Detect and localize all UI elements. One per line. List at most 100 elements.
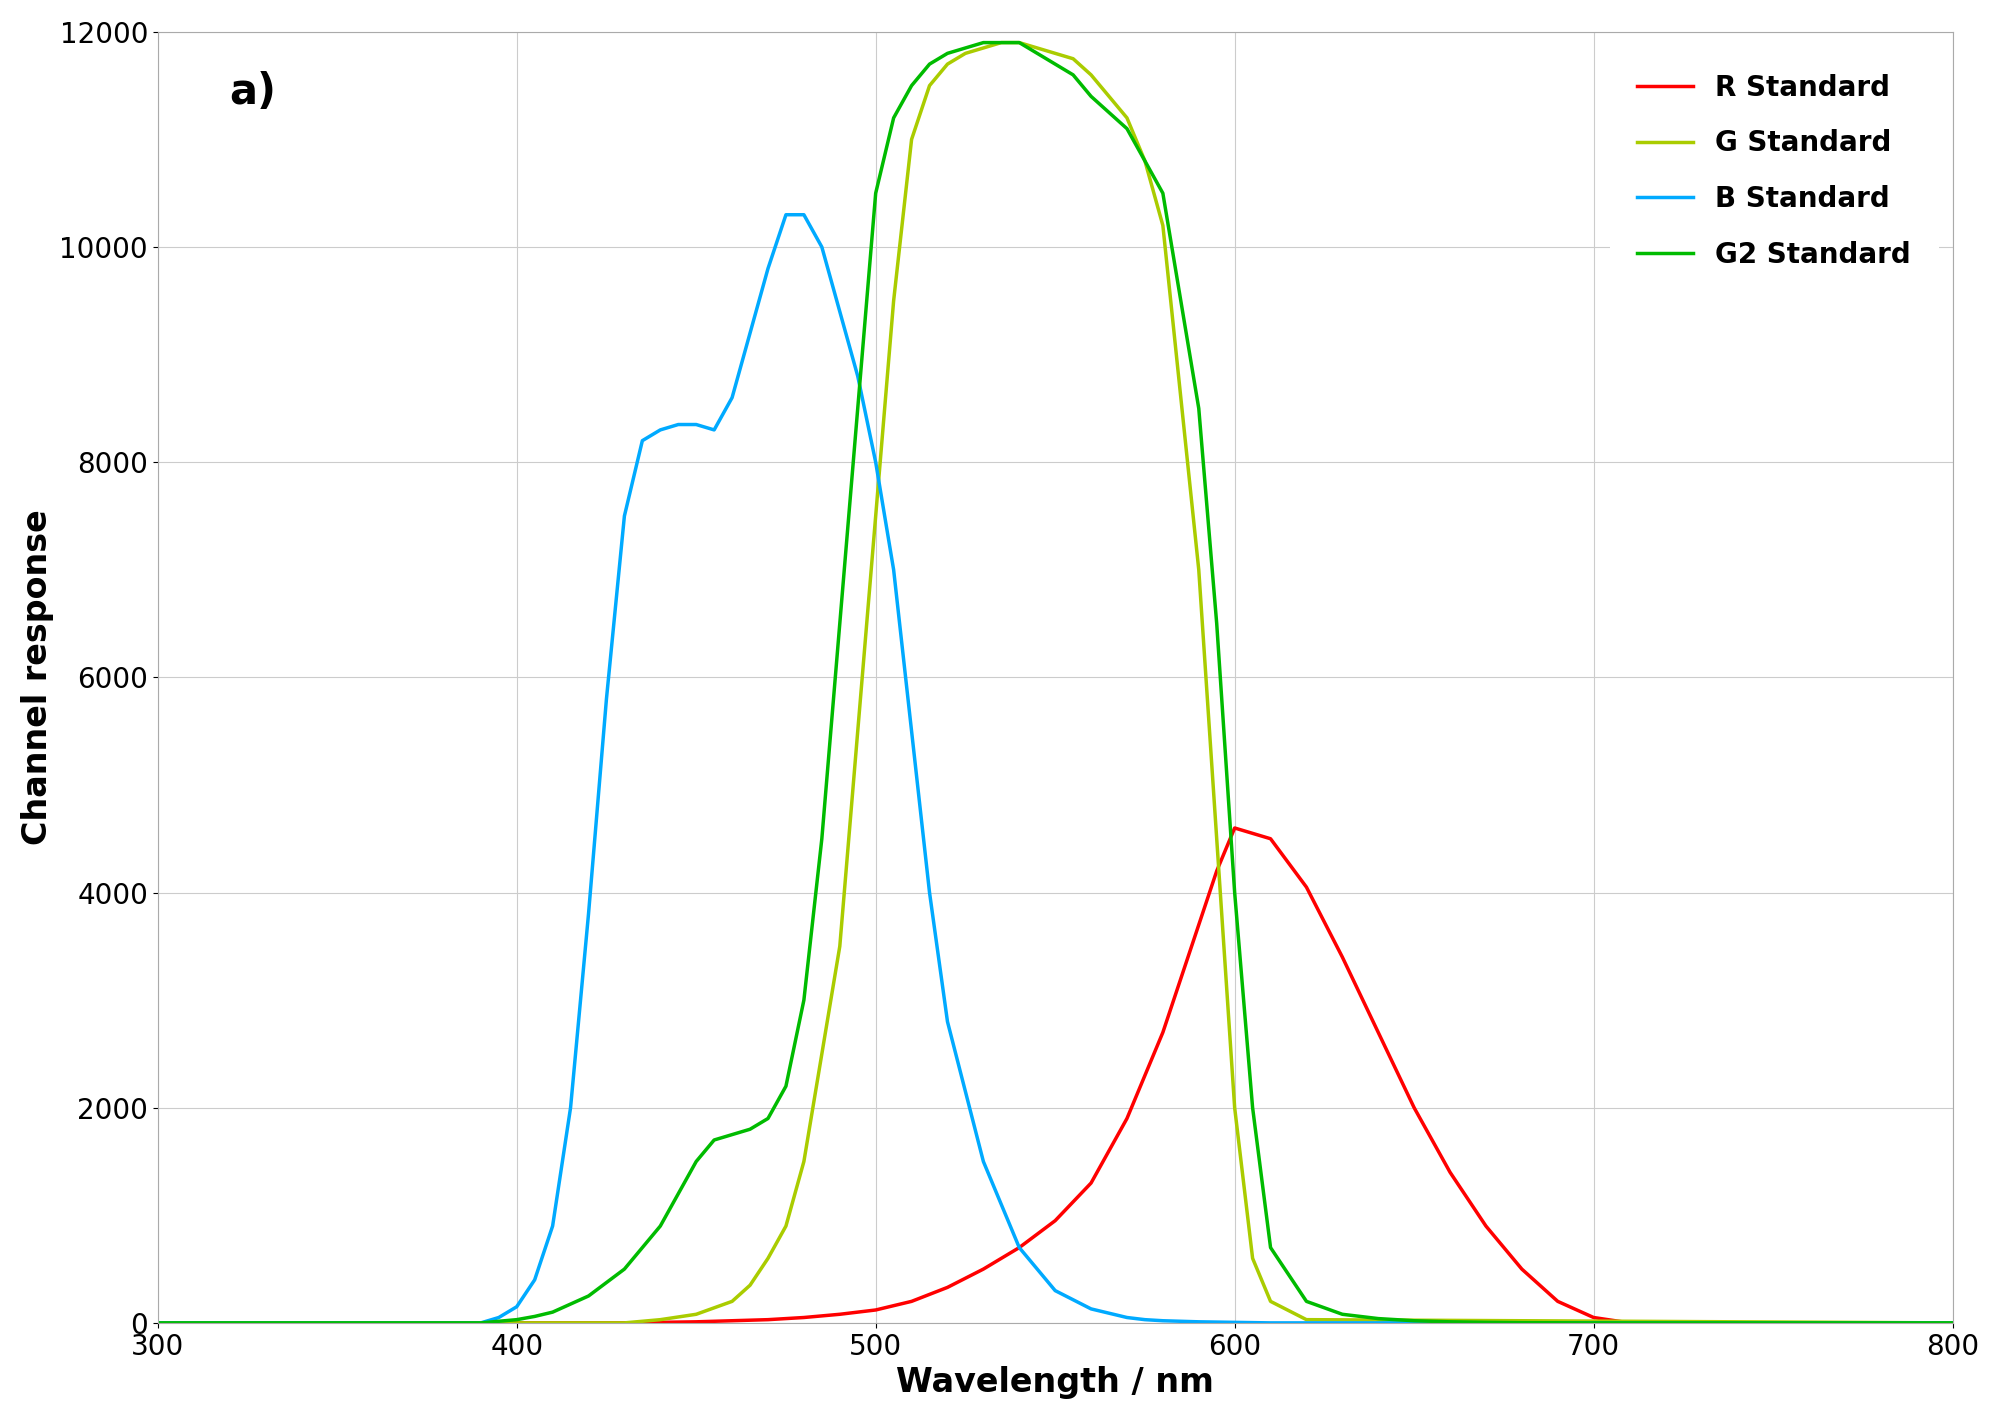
B Standard [576, 906, 600, 923]
G Standard [900, 131, 924, 148]
R Standard [1366, 1024, 1390, 1041]
B Standard [666, 416, 690, 433]
B Standard [738, 325, 762, 342]
B Standard [648, 422, 672, 439]
R Standard [1044, 1213, 1068, 1230]
G Standard [990, 34, 1014, 51]
G Standard [882, 293, 906, 310]
Y-axis label: Channel response: Channel response [20, 510, 54, 845]
G Standard [612, 1315, 636, 1332]
B Standard [756, 260, 780, 277]
G2 Standard [1114, 121, 1138, 138]
R Standard [504, 1315, 528, 1332]
G Standard [738, 1277, 762, 1294]
G2 Standard [1044, 55, 1068, 72]
G Standard [864, 507, 888, 524]
R Standard [1114, 1110, 1138, 1127]
G Standard [1240, 1250, 1264, 1267]
G2 Standard [810, 831, 834, 848]
G Standard [1258, 1292, 1282, 1309]
R Standard [828, 1306, 852, 1323]
G2 Standard [864, 185, 888, 202]
R Standard [1582, 1309, 1606, 1326]
G2 Standard [1204, 615, 1228, 632]
R Standard [648, 1314, 672, 1331]
G Standard [756, 1250, 780, 1267]
G2 Standard [648, 1217, 672, 1234]
G2 Standard [1510, 1314, 1534, 1331]
R Standard [1618, 1315, 1642, 1332]
G2 Standard [882, 109, 906, 126]
R Standard [756, 1311, 780, 1328]
B Standard [828, 302, 852, 320]
R Standard [1186, 916, 1210, 933]
R Standard [972, 1261, 996, 1278]
R Standard [1330, 949, 1354, 966]
B Standard [684, 416, 708, 433]
R Standard [1080, 1174, 1104, 1191]
G2 Standard [468, 1315, 492, 1332]
B Standard [702, 422, 726, 439]
G2 Standard [1240, 1099, 1264, 1116]
B Standard [864, 453, 888, 470]
R Standard [1940, 1315, 1964, 1332]
G Standard [1940, 1315, 1964, 1332]
G2 Standard [1186, 400, 1210, 417]
B Standard [882, 561, 906, 578]
Legend: R Standard, G Standard, B Standard, G2 Standard: R Standard, G Standard, B Standard, G2 S… [1610, 45, 1938, 297]
G Standard [1080, 67, 1104, 84]
B Standard [1940, 1315, 1964, 1332]
R Standard [612, 1315, 636, 1332]
G Standard [1132, 152, 1156, 169]
G Standard [1026, 40, 1050, 57]
B Standard [1258, 1315, 1282, 1332]
G2 Standard [1438, 1314, 1462, 1331]
B Standard [558, 1099, 582, 1116]
B Standard [1114, 1309, 1138, 1326]
B Standard [594, 690, 618, 707]
G2 Standard [1474, 1314, 1498, 1331]
B Standard [846, 368, 870, 385]
R Standard [1008, 1240, 1032, 1257]
R Standard [1438, 1164, 1462, 1181]
G Standard [792, 1153, 816, 1170]
B Standard [468, 1315, 492, 1332]
G2 Standard [702, 1132, 726, 1149]
R Standard [792, 1309, 816, 1326]
G2 Standard [1062, 67, 1086, 84]
G Standard [684, 1306, 708, 1323]
G2 Standard [576, 1288, 600, 1305]
Line: B Standard: B Standard [158, 214, 1952, 1323]
G2 Standard [1222, 885, 1246, 902]
G Standard [720, 1292, 744, 1309]
R Standard [576, 1315, 600, 1332]
G2 Standard [918, 55, 942, 72]
Text: a): a) [230, 71, 276, 112]
G Standard [918, 77, 942, 94]
R Standard [1222, 819, 1246, 836]
R Standard [1510, 1261, 1534, 1278]
R Standard [684, 1314, 708, 1331]
G2 Standard [972, 34, 996, 51]
B Standard [1132, 1311, 1156, 1328]
B Standard [1044, 1282, 1068, 1299]
G Standard [1114, 109, 1138, 126]
G Standard [1008, 34, 1032, 51]
R Standard [1294, 879, 1318, 896]
R Standard [1474, 1217, 1498, 1234]
R Standard [1546, 1292, 1570, 1309]
B Standard [1080, 1301, 1104, 1318]
R Standard [936, 1279, 960, 1296]
R Standard [720, 1312, 744, 1329]
G Standard [1044, 45, 1068, 62]
B Standard [774, 206, 798, 223]
G2 Standard [936, 45, 960, 62]
B Standard [918, 885, 942, 902]
R Standard [1150, 1024, 1174, 1041]
G Standard [828, 937, 852, 954]
B Standard [612, 507, 636, 524]
G2 Standard [1582, 1315, 1606, 1332]
G2 Standard [612, 1261, 636, 1278]
X-axis label: Wavelength / nm: Wavelength / nm [896, 1366, 1214, 1399]
G2 Standard [1258, 1240, 1282, 1257]
